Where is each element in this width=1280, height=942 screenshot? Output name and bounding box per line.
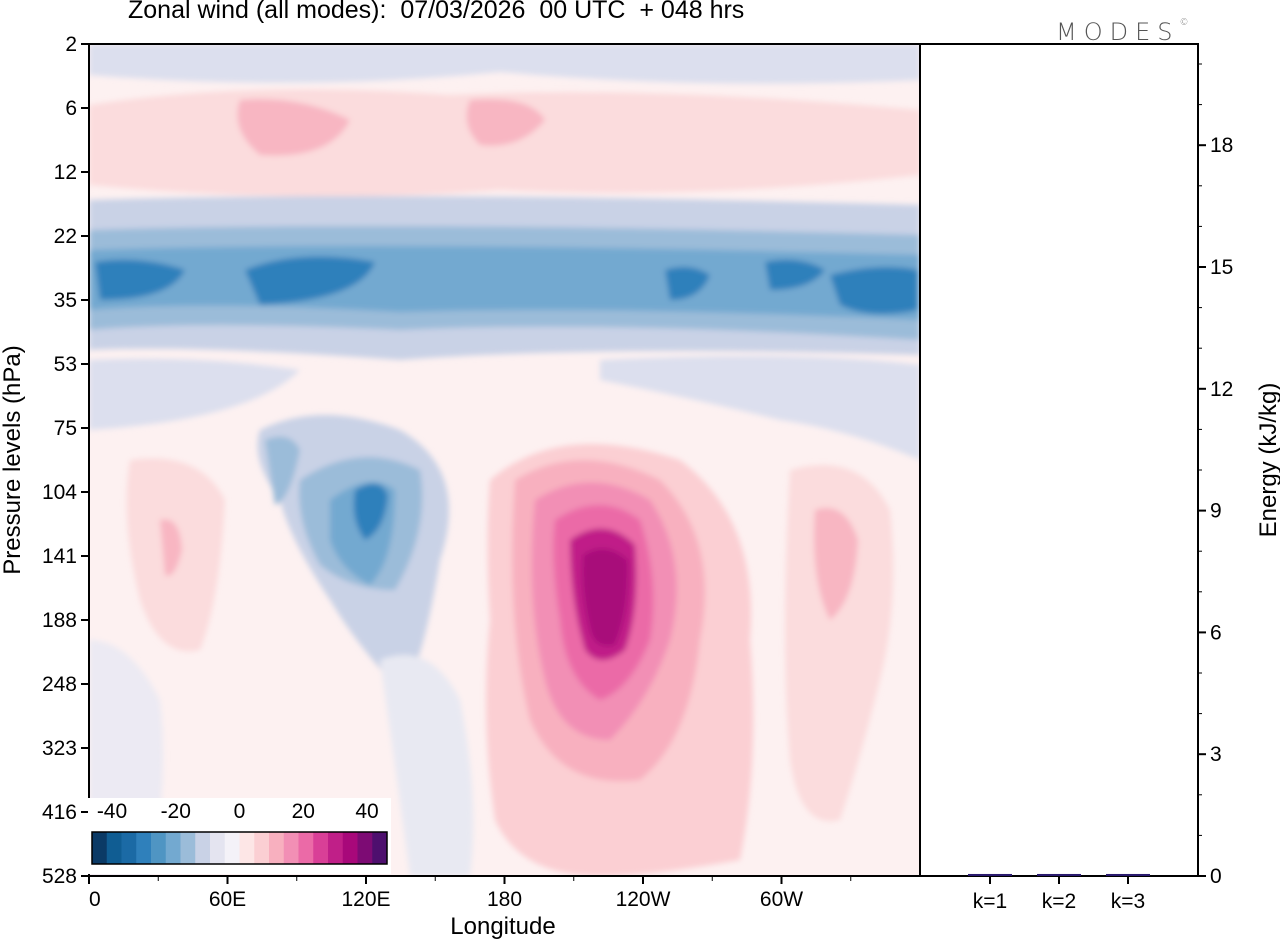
colorbar-swatch xyxy=(254,832,270,864)
colorbar-swatch xyxy=(298,832,314,864)
energy-bar xyxy=(1106,873,1150,876)
contour-left-pos-core xyxy=(160,519,182,576)
y-tick-label: 248 xyxy=(42,673,77,696)
colorbar-swatch xyxy=(180,832,196,864)
contour-mid-neg-left xyxy=(89,358,300,430)
energy-tick-label: 15 xyxy=(1210,256,1233,279)
energy-tick-label: 0 xyxy=(1210,865,1222,888)
contour-lower-mid-neutral xyxy=(380,655,474,876)
y-tick-label: 53 xyxy=(54,353,77,376)
colorbar-swatch xyxy=(224,832,240,864)
colorbar: -40 -20 0 20 40 xyxy=(88,798,391,874)
colorbar-swatch xyxy=(372,832,388,864)
colorbar-swatch xyxy=(106,832,122,864)
k-label: k=3 xyxy=(1111,890,1145,913)
x-tick-label: 120W xyxy=(616,888,671,911)
contour-field xyxy=(89,44,920,876)
colorbar-tick-label: -40 xyxy=(97,800,127,823)
energy-bar xyxy=(1037,873,1081,876)
energy-axis-title: Energy (kJ/kg) xyxy=(1255,383,1280,538)
x-tick-label: 0 xyxy=(89,888,101,911)
y-tick-label: 2 xyxy=(65,33,77,56)
logo-text: MODES xyxy=(1056,18,1180,46)
contour-jet-core-b xyxy=(245,256,375,305)
contour-pos-core xyxy=(582,548,629,646)
y-tick-label: 323 xyxy=(42,737,77,760)
contour-right-pos-core xyxy=(814,508,858,620)
colorbar-swatch xyxy=(92,832,108,864)
x-tick-label: 180 xyxy=(487,888,522,911)
colorbar-tick-label: 20 xyxy=(292,800,315,823)
contour-jet-core-c xyxy=(665,266,710,300)
contour-upper-pos-core1 xyxy=(237,99,350,156)
colorbar-swatch xyxy=(283,832,299,864)
energy-tick-label: 18 xyxy=(1210,134,1233,157)
modes-logo: MODES© xyxy=(1056,18,1188,46)
x-axis-title: Longitude xyxy=(450,913,555,940)
colorbar-swatch xyxy=(195,832,211,864)
y-tick-label: 104 xyxy=(42,481,77,504)
colorbar-frame xyxy=(91,831,388,865)
colorbar-swatch xyxy=(269,832,285,864)
energy-tick-label: 6 xyxy=(1210,621,1222,644)
y-tick-label: 6 xyxy=(65,97,77,120)
contour-lobe-neg-small xyxy=(265,436,300,505)
contour-upper-pos-core2 xyxy=(466,99,545,146)
colorbar-swatch xyxy=(210,832,226,864)
x-tick-label: 120E xyxy=(341,888,390,911)
energy-bar xyxy=(968,873,1012,876)
contour-lobe-neg-core xyxy=(353,483,388,540)
contour-jet-core-d xyxy=(765,259,825,290)
colorbar-swatch xyxy=(328,832,344,864)
x-tick-label: 60W xyxy=(760,888,803,911)
colorbar-swatch xyxy=(313,832,329,864)
contour-shapes xyxy=(89,44,920,876)
colorbar-swatch xyxy=(165,832,181,864)
contour-jet-core-a xyxy=(95,259,185,300)
energy-panel-frame xyxy=(919,43,1199,877)
logo-copyright-mark: © xyxy=(1179,18,1189,28)
energy-tick-label: 3 xyxy=(1210,743,1222,766)
y-tick-label: 416 xyxy=(42,801,77,824)
k-label: k=1 xyxy=(973,890,1007,913)
colorbar-swatch xyxy=(357,832,373,864)
y-tick-label: 22 xyxy=(54,225,77,248)
colorbar-tick-label: 40 xyxy=(355,800,378,823)
colorbar-tick-label: -20 xyxy=(161,800,191,823)
y-tick-label: 12 xyxy=(54,161,77,184)
y-tick-label: 35 xyxy=(54,289,77,312)
y-axis-title: Pressure levels (hPa) xyxy=(0,345,26,574)
contour-jet-core-e xyxy=(830,266,918,314)
energy-tick-label: 12 xyxy=(1210,378,1233,401)
x-tick-label: 60E xyxy=(209,888,246,911)
y-tick-label: 75 xyxy=(54,417,77,440)
contour-mid-neg-right xyxy=(600,356,920,460)
energy-tick-label: 9 xyxy=(1210,500,1222,523)
y-axis: 2 6 12 22 35 53 75 104 141 188 248 323 416 528 xyxy=(42,33,89,888)
contour-right-pos xyxy=(785,465,894,822)
k-label: k=2 xyxy=(1042,890,1076,913)
colorbar-swatch xyxy=(342,832,358,864)
y-tick-label: 528 xyxy=(42,865,77,888)
y-tick-label: 141 xyxy=(42,545,77,568)
colorbar-swatch xyxy=(151,832,167,864)
colorbar-swatch xyxy=(136,832,152,864)
contour-top-neg xyxy=(89,44,920,84)
y-tick-label: 188 xyxy=(42,609,77,632)
colorbar-swatch xyxy=(239,832,255,864)
chart-title: Zonal wind (all modes): 07/03/2026 00 UT… xyxy=(128,0,745,24)
x-axis: 0 60E 120E 180 120W 60W xyxy=(88,876,852,911)
energy-bars: k=1 k=2 k=3 xyxy=(968,873,1150,913)
energy-axis: 0 3 6 9 12 15 18 xyxy=(1198,63,1233,888)
colorbar-tick-label: 0 xyxy=(234,800,246,823)
colorbar-swatch xyxy=(121,832,137,864)
